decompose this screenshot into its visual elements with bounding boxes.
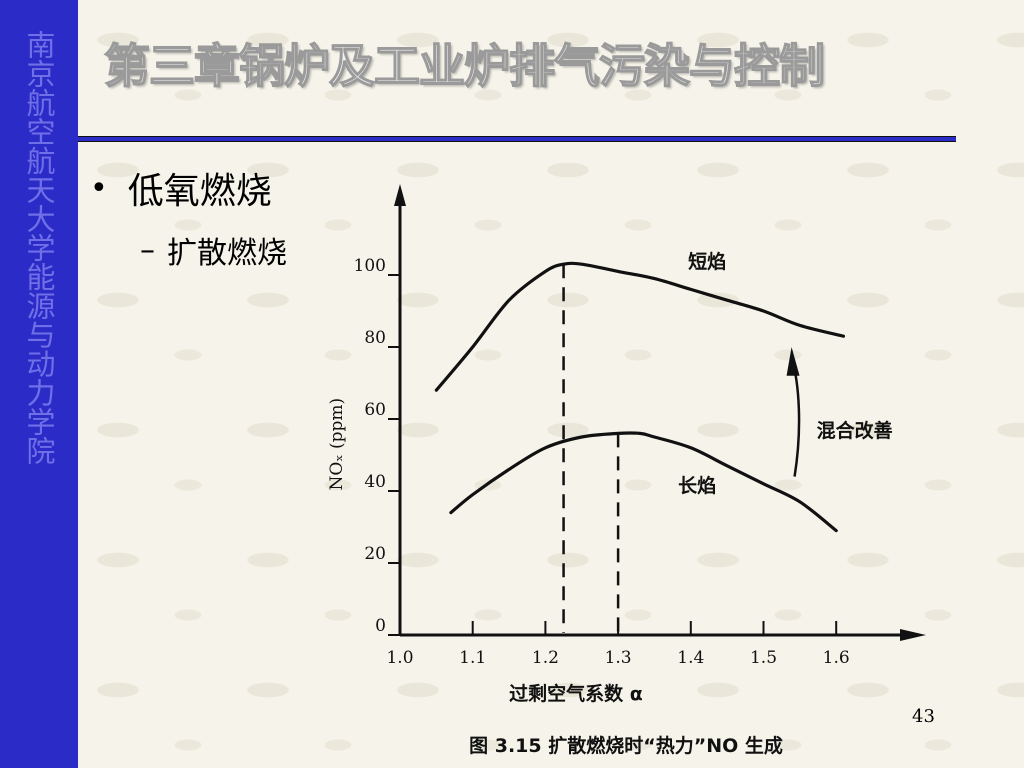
bullet-marker: • — [90, 170, 108, 206]
x-tick-label-1.2: 1.2 — [532, 648, 559, 668]
y-tick-label-0: 0 — [375, 616, 386, 636]
page-title: 第三章锅炉及工业炉排气污染与控制 — [103, 38, 826, 94]
sub-bullet-text: 扩散燃烧 — [167, 236, 287, 271]
figure-caption: 图 3.15 扩散燃烧时“热力”NO 生成 — [469, 734, 783, 757]
y-axis-arrow — [394, 184, 406, 206]
series-line-1 — [434, 261, 846, 392]
y-tick-label-60: 60 — [364, 400, 386, 420]
annotation-arrow-shaft — [791, 361, 801, 477]
y-tick-label-100: 100 — [354, 256, 386, 276]
y-axis-title: NOₓ (ppm) — [327, 398, 347, 491]
series-label-2: 长焰 — [678, 474, 716, 497]
x-axis-title: 过剩空气系数 α — [509, 682, 643, 705]
sub-bullet-marker: – — [140, 232, 155, 268]
page-number: 43 — [912, 706, 935, 727]
sub-bullet-item: – 扩散燃烧 — [140, 228, 287, 272]
chart-dashed-markers — [562, 264, 620, 633]
background-pattern — [78, 0, 1024, 768]
x-tick-label-1.1: 1.1 — [459, 648, 486, 668]
x-tick-label-1.3: 1.3 — [605, 648, 632, 668]
sidebar-institution-name: 南京航空航天大学能源与动力学院 — [22, 30, 56, 465]
x-tick-label-1.0: 1.0 — [386, 648, 413, 668]
x-tick-label-1.5: 1.5 — [750, 648, 777, 668]
y-tick-label-40: 40 — [364, 472, 386, 492]
bullet-item: • 低氧燃烧 — [90, 162, 272, 214]
y-tick-label-80: 80 — [364, 328, 386, 348]
y-tick-label-20: 20 — [364, 544, 386, 564]
x-tick-label-1.6: 1.6 — [823, 648, 850, 668]
bullet-text: 低氧燃烧 — [127, 171, 272, 212]
x-axis-arrow — [900, 629, 926, 641]
x-tick-label-1.4: 1.4 — [677, 648, 704, 668]
annotation-label: 混合改善 — [817, 419, 893, 442]
chart-axes: 0 20 40 60 80 100 1.0 1.1 1.2 1.3 1.4 1.5 1.6 — [354, 184, 926, 668]
title-divider — [78, 136, 956, 142]
series-line-2 — [449, 431, 838, 533]
sidebar: 南京航空航天大学能源与动力学院 — [0, 0, 78, 768]
series-label-1: 短焰 — [688, 250, 726, 273]
chart-labels: NOₓ (ppm) 过剩空气系数 α 图 3.15 扩散燃烧时“热力”NO 生成 短焰… — [327, 250, 893, 757]
chart-series — [434, 261, 846, 533]
annotation-arrow-head — [786, 347, 800, 376]
